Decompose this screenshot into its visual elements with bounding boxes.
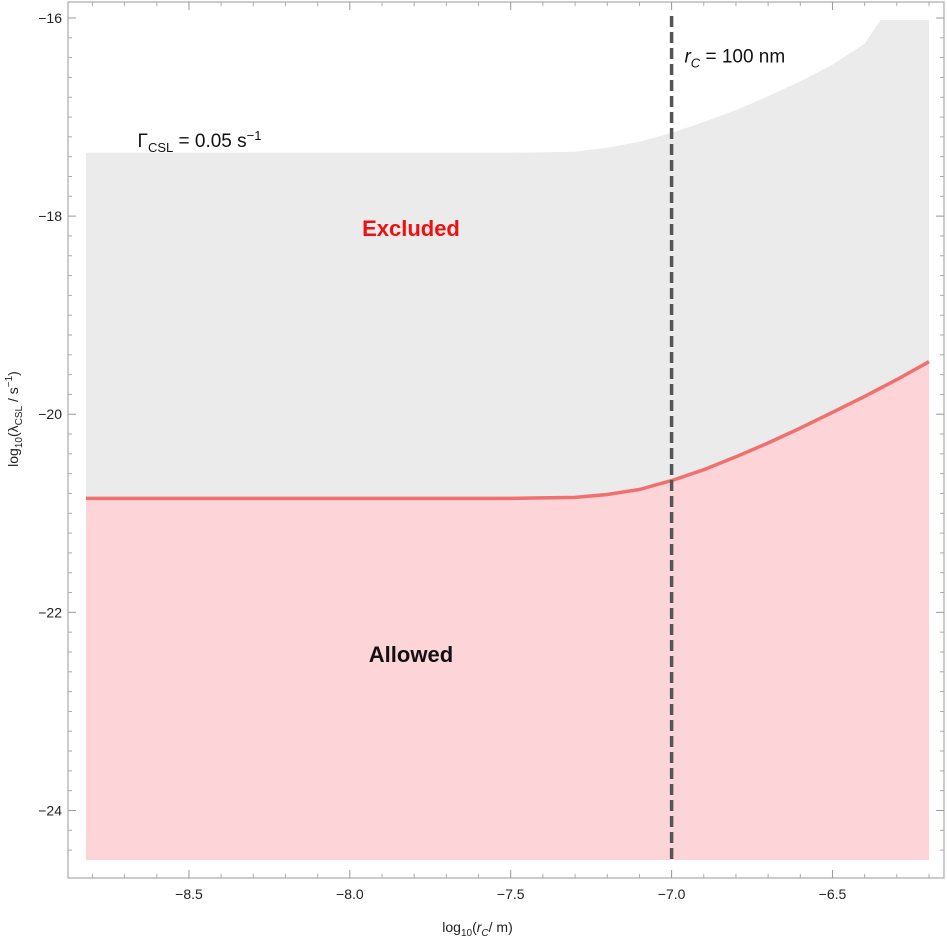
x-tick-label: −8.0	[336, 886, 364, 902]
y-tick-label: −20	[38, 406, 62, 422]
y-tick-label: −18	[38, 208, 62, 224]
allowed-label: Allowed	[369, 642, 453, 667]
x-axis-ticks: −8.5 −8.0 −7.5 −7.0 −6.5	[91, 2, 930, 902]
x-tick-label: −7.5	[497, 886, 525, 902]
x-tick-label: −7.0	[658, 886, 686, 902]
x-axis-label: log10(rC/ m)	[442, 919, 513, 939]
rc-annotation: rC = 100 nm	[684, 47, 785, 71]
y-tick-label: −16	[38, 10, 62, 26]
boundary-curves	[86, 360, 930, 501]
x-tick-label: −8.5	[175, 886, 203, 902]
allowed-boundary-line	[86, 360, 930, 501]
region-fills	[86, 20, 929, 860]
y-axis-label: log10(λCSL / s−1)	[4, 371, 25, 467]
gamma-annotation: ΓCSL = 0.05 s−1	[137, 128, 261, 155]
plot-frame	[67, 1, 945, 879]
y-tick-label: −22	[38, 604, 62, 620]
excluded-label: Excluded	[362, 216, 460, 241]
allowed-boundary-fill	[86, 361, 929, 860]
y-axis-ticks: −24 −22 −20 −18 −16	[38, 10, 944, 851]
y-tick-label: −24	[38, 802, 62, 818]
x-tick-label: −6.5	[819, 886, 847, 902]
